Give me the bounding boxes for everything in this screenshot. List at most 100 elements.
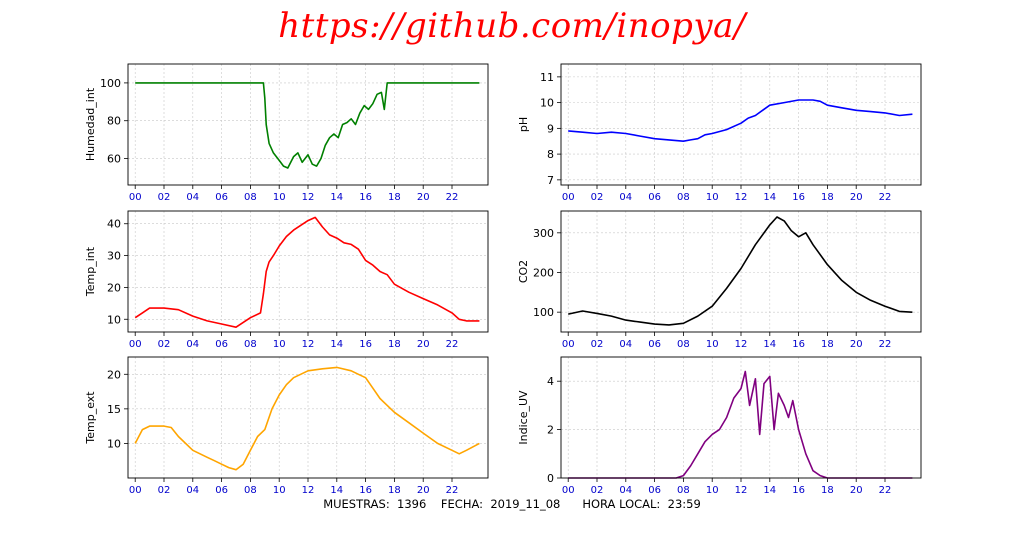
y-axis-label: Indice_UV: [517, 390, 530, 445]
x-tick-label: 22: [446, 192, 459, 203]
x-tick-label: 12: [735, 192, 748, 203]
x-tick-label: 04: [186, 192, 199, 203]
x-tick-label: 18: [388, 339, 401, 350]
x-tick-label: 22: [446, 339, 459, 350]
x-tick-label: 16: [792, 339, 805, 350]
y-tick-label: 60: [107, 153, 121, 166]
x-tick-label: 12: [735, 485, 748, 496]
x-tick-label: 14: [763, 192, 776, 203]
x-tick-label: 14: [330, 192, 343, 203]
y-tick-label: 80: [107, 115, 121, 128]
series-line-uv: [568, 370, 913, 479]
header-url-text: https://github.com/inopya/: [278, 6, 746, 46]
x-tick-label: 04: [186, 339, 199, 350]
y-tick-label: 11: [540, 71, 554, 84]
x-tick-label: 10: [706, 339, 719, 350]
y-tick-label: 10: [107, 437, 121, 450]
series-line-humedad: [135, 82, 480, 169]
x-tick-label: 12: [302, 192, 315, 203]
x-tick-label: 06: [648, 192, 661, 203]
plot-frame: [127, 356, 489, 479]
y-tick-label: 10: [540, 97, 554, 110]
x-tick-label: 20: [417, 485, 430, 496]
series-line-temp_int: [134, 216, 480, 329]
x-tick-label: 10: [706, 192, 719, 203]
x-tick-label: 20: [850, 339, 863, 350]
x-tick-label: 22: [879, 485, 892, 496]
plot-frame: [127, 63, 489, 186]
x-tick-label: 04: [619, 485, 632, 496]
x-tick-label: 10: [273, 485, 286, 496]
x-tick-label: 00: [129, 339, 142, 350]
x-tick-label: 16: [792, 192, 805, 203]
chart-ph: 00 02 04 06 08 10 12 14 16 18 20 22 7 8 9 10 11 pH: [517, 63, 922, 203]
chart-temp_ext: 00 02 04 06 08 10 12 14 16 18 20 22 10 15 20 Temp_ext: [84, 356, 489, 496]
y-axis-label: CO2: [517, 260, 530, 283]
x-tick-label: 20: [417, 339, 430, 350]
x-tick-label: 06: [215, 339, 228, 350]
samples-value: 1396: [397, 497, 427, 511]
x-tick-label: 20: [850, 192, 863, 203]
y-axis-label: Temp_ext: [84, 391, 97, 445]
y-axis-label: Humedad_int: [84, 87, 97, 161]
y-tick-label: 200: [533, 266, 554, 279]
x-tick-label: 02: [158, 192, 171, 203]
y-tick-label: 300: [533, 227, 554, 240]
plot-frame: [560, 63, 922, 186]
x-tick-label: 16: [359, 339, 372, 350]
x-tick-label: 06: [648, 485, 661, 496]
series-line-co2: [568, 216, 913, 326]
series-line-temp_ext: [134, 366, 480, 471]
x-tick-label: 16: [792, 485, 805, 496]
x-tick-label: 10: [273, 192, 286, 203]
chart-co2: 00 02 04 06 08 10 12 14 16 18 20 22 100 200 300 CO2: [517, 210, 922, 350]
y-tick-label: 10: [107, 313, 121, 326]
x-tick-label: 14: [330, 485, 343, 496]
x-tick-label: 04: [619, 192, 632, 203]
x-tick-label: 12: [735, 339, 748, 350]
x-tick-label: 12: [302, 485, 315, 496]
x-tick-label: 22: [446, 485, 459, 496]
x-tick-label: 04: [186, 485, 199, 496]
x-tick-label: 18: [821, 339, 834, 350]
y-tick-label: 20: [107, 281, 121, 294]
x-tick-label: 06: [215, 192, 228, 203]
x-tick-label: 18: [388, 192, 401, 203]
x-tick-label: 02: [591, 485, 604, 496]
x-tick-label: 08: [244, 192, 257, 203]
x-tick-label: 02: [158, 339, 171, 350]
x-tick-label: 06: [215, 485, 228, 496]
plot-frame: [560, 210, 922, 333]
x-tick-label: 02: [591, 339, 604, 350]
x-tick-label: 22: [879, 192, 892, 203]
x-tick-label: 08: [244, 339, 257, 350]
time-value: 23:59: [667, 497, 701, 511]
y-tick-label: 40: [107, 218, 121, 231]
x-tick-label: 18: [821, 485, 834, 496]
date-label: FECHA:: [440, 497, 484, 511]
x-tick-label: 20: [417, 192, 430, 203]
x-tick-label: 16: [359, 485, 372, 496]
x-tick-label: 14: [330, 339, 343, 350]
y-tick-label: 4: [547, 375, 554, 388]
x-tick-label: 00: [129, 192, 142, 203]
y-tick-label: 7: [547, 174, 554, 187]
y-tick-label: 15: [107, 403, 121, 416]
x-tick-label: 16: [359, 192, 372, 203]
x-tick-label: 08: [677, 192, 690, 203]
x-tick-label: 02: [591, 192, 604, 203]
x-tick-label: 00: [129, 485, 142, 496]
plot-frame: [560, 356, 922, 479]
y-tick-label: 100: [100, 77, 121, 90]
y-tick-label: 20: [107, 368, 121, 381]
y-tick-label: 30: [107, 250, 121, 263]
y-axis-label: pH: [517, 117, 530, 132]
footer-status: MUESTRAS: 1396 FECHA: 2019_11_08 HORA LO…: [0, 497, 1024, 511]
y-tick-label: 8: [547, 148, 554, 161]
x-tick-label: 00: [562, 192, 575, 203]
x-tick-label: 00: [562, 339, 575, 350]
x-tick-label: 12: [302, 339, 315, 350]
y-tick-label: 0: [547, 472, 554, 485]
x-tick-label: 08: [677, 339, 690, 350]
